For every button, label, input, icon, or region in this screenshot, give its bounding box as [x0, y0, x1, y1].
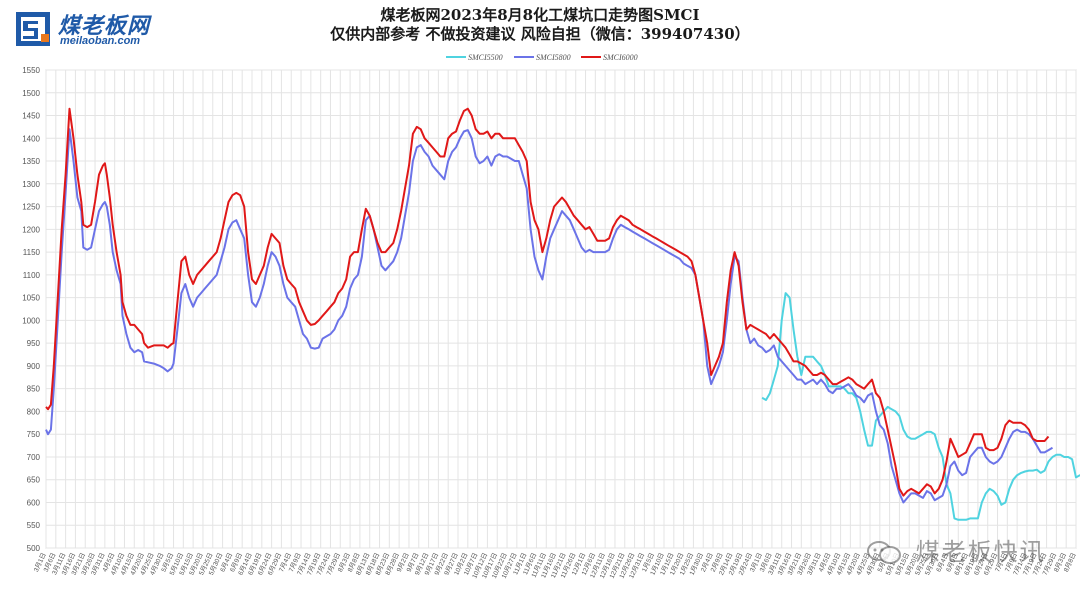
y-tick-label: 750 [27, 430, 41, 439]
logo-mark-icon [16, 12, 50, 46]
legend-label: SMCI6000 [603, 53, 638, 62]
brand-logo: 煤老板网 meilaoban.com [14, 8, 204, 52]
y-tick-label: 1250 [22, 203, 40, 212]
logo-domain: meilaoban.com [60, 35, 141, 47]
chat-bubble-icon [867, 541, 901, 564]
y-tick-label: 1450 [22, 112, 40, 121]
y-tick-label: 1350 [22, 157, 40, 166]
y-tick-label: 1550 [22, 66, 40, 75]
y-tick-label: 1500 [22, 89, 40, 98]
y-tick-label: 1300 [22, 180, 40, 189]
y-tick-label: 1150 [23, 248, 41, 257]
y-tick-label: 550 [27, 521, 41, 530]
y-tick-label: 1000 [22, 316, 40, 325]
chart-title: 煤老板网2023年8月8化工煤坑口走势图SMCI [380, 6, 700, 24]
y-tick-label: 850 [27, 385, 41, 394]
y-tick-label: 700 [27, 453, 41, 462]
series-line-smci6000 [45, 107, 1050, 497]
y-tick-label: 1400 [22, 134, 40, 143]
y-tick-label: 650 [27, 476, 41, 485]
y-tick-label: 1100 [23, 271, 41, 280]
y-tick-label: 1200 [22, 225, 40, 234]
plot-area [45, 69, 1077, 549]
y-tick-label: 950 [27, 339, 41, 348]
watermark-text: 煤老板快讯 [915, 538, 1046, 566]
y-tick-label: 900 [27, 362, 41, 371]
y-tick-label: 600 [27, 498, 41, 507]
legend-label: SMCI5800 [536, 53, 571, 62]
y-tick-label: 1050 [22, 294, 40, 303]
y-tick-label: 800 [27, 407, 41, 416]
chart-title-block: 煤老板网2023年8月8化工煤坑口走势图SMCI 仅供内部参考 不做投资建议 风… [0, 6, 1080, 44]
y-tick-label: 500 [27, 544, 41, 553]
chart-subtitle: 仅供内部参考 不做投资建议 风险自担（微信：399407430） [330, 25, 750, 43]
series-line-smci5500 [761, 292, 1080, 521]
watermark: 煤老板快讯 [866, 532, 1046, 567]
logo-text: 煤老板网 [58, 14, 151, 39]
series-line-smci5800 [45, 128, 1053, 504]
legend-label: SMCI5500 [468, 53, 503, 62]
